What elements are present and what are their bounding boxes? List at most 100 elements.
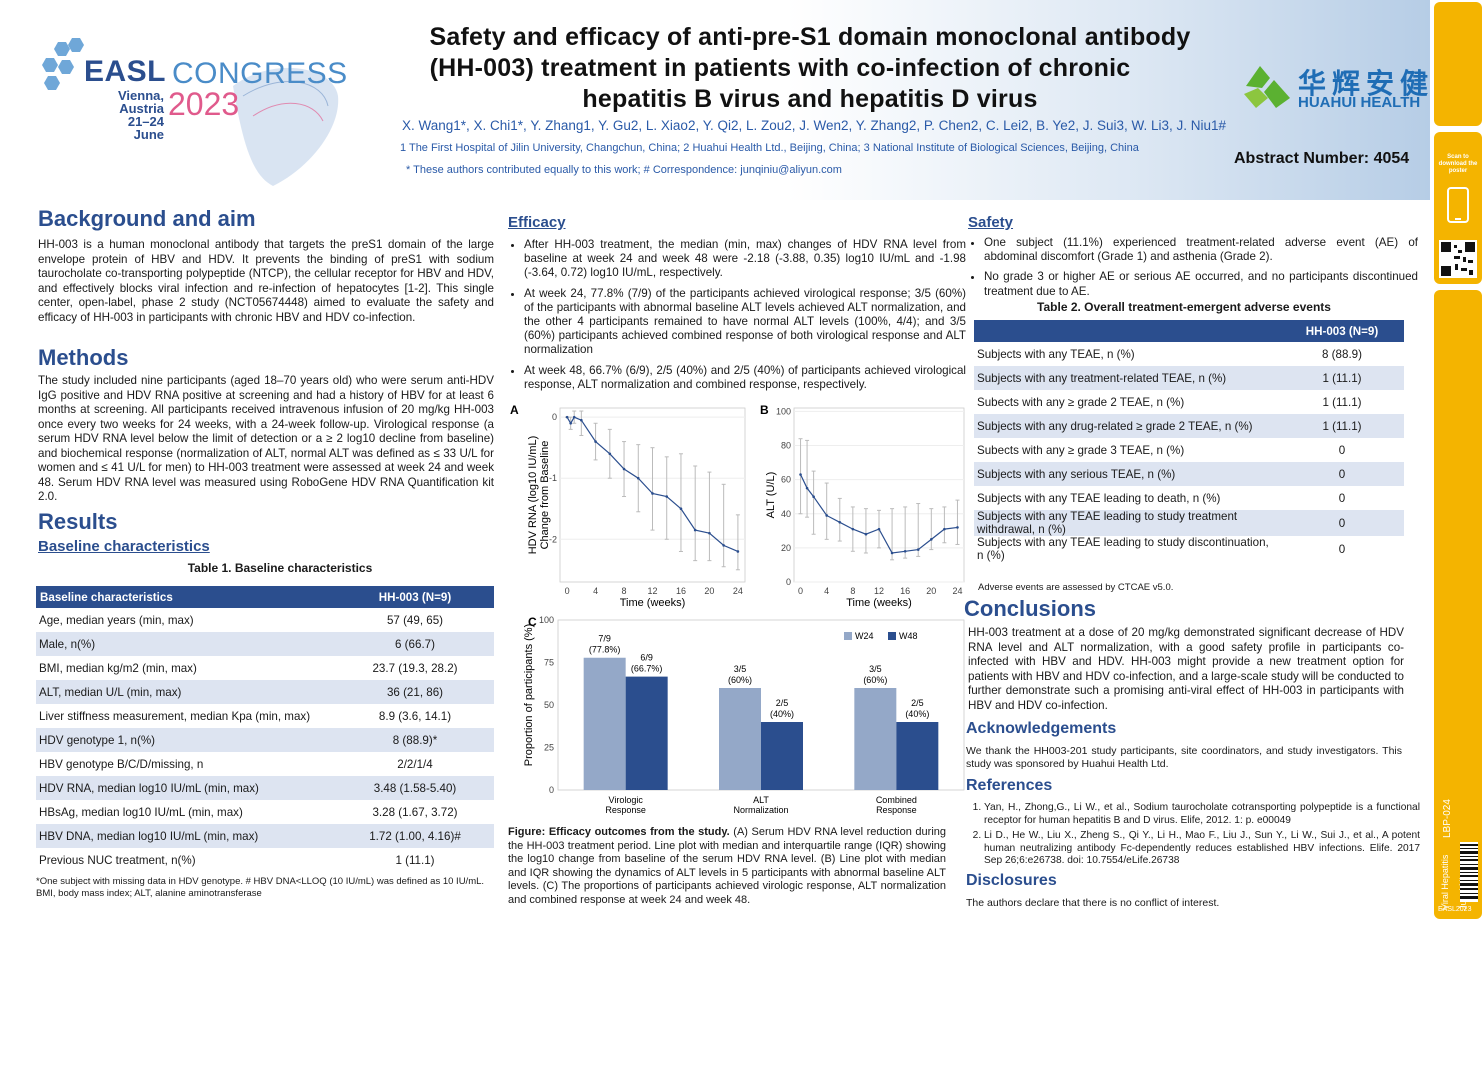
table-cell-label: Age, median years (min, max) xyxy=(36,608,336,632)
conclusions-heading: Conclusions xyxy=(964,596,1097,621)
bar-percent-label: (66.7%) xyxy=(631,664,663,674)
median-point xyxy=(722,544,725,547)
bar-w48 xyxy=(896,722,939,790)
table-cell-label: Liver stiffness measurement, median Kpa … xyxy=(36,704,336,728)
panel-label: C xyxy=(528,615,537,629)
dates-text: 21–24 June xyxy=(127,114,164,142)
median-point xyxy=(799,473,802,476)
median-point xyxy=(569,421,572,425)
chart-c-response-bars: C 0 25 50 75 100 Proportion of participants (%… xyxy=(523,615,965,815)
efficacy-bullet: After HH-003 treatment, the median (min,… xyxy=(524,238,966,281)
x-tick-label: 8 xyxy=(622,586,627,596)
baseline-subheading: Baseline characteristics xyxy=(38,538,210,555)
efficacy-bullets: After HH-003 treatment, the median (min,… xyxy=(508,238,966,398)
side-poster-id-vertical: LBP-024 xyxy=(1442,540,1456,838)
side-download-block: Scan to download the poster xyxy=(1434,132,1482,284)
y-tick-label: -2 xyxy=(549,534,557,544)
x-tick-label: 16 xyxy=(900,586,910,596)
adverse-events-table: HH-003 (N=9) Subjects with any TEAE, n (… xyxy=(974,320,1404,562)
abstract-number: Abstract Number: 4054 xyxy=(1234,150,1410,167)
median-line xyxy=(799,474,958,554)
references-heading: References xyxy=(966,777,1053,794)
bar-count-label: 2/5 xyxy=(911,698,924,708)
table-cell-value: 57 (49, 65) xyxy=(336,608,494,632)
author-list: X. Wang1*, X. Chi1*, Y. Zhang1, Y. Gu2, … xyxy=(402,118,1227,133)
x-tick-label: 12 xyxy=(874,586,884,596)
bar-count-label: 2/5 xyxy=(776,698,789,708)
reference-item: Li D., He W., Liu X., Zheng S., Qi Y., L… xyxy=(984,830,1420,868)
y-tick-label: 60 xyxy=(781,475,791,485)
x-tick-label: 24 xyxy=(733,586,743,596)
table-cell-value: 0 xyxy=(1280,536,1404,562)
median-point xyxy=(838,520,842,524)
table-cell-value: 1.72 (1.00, 4.16)# xyxy=(336,824,494,848)
table-cell-label: BMI, median kg/m2 (min, max) xyxy=(36,656,336,680)
table-header: Baseline characteristics xyxy=(36,586,336,608)
table-header: HH-003 (N=9) xyxy=(1280,320,1404,342)
bar-w48 xyxy=(625,676,668,790)
bar-percent-label: (40%) xyxy=(770,709,794,719)
table-row: HBsAg, median log10 IU/mL (min, max) 3.28… xyxy=(36,800,494,824)
table1-note: *One subject with missing data in HDV ge… xyxy=(36,876,485,899)
table-row: Age, median years (min, max) 57 (49, 65) xyxy=(36,608,494,632)
bar-w24 xyxy=(583,657,626,790)
figure-caption-title: Figure: Efficacy outcomes from the study… xyxy=(508,826,730,838)
y-tick-label: 50 xyxy=(544,700,554,710)
sponsor-name-cn: 华辉安健 xyxy=(1298,68,1435,99)
side-poster-id: LBP-024 xyxy=(1442,799,1453,838)
table-row: HDV genotype 1, n(%) 8 (88.9)* xyxy=(36,728,494,752)
table-row: HBV DNA, median log10 IU/mL (min, max) 1.… xyxy=(36,824,494,848)
median-point xyxy=(890,551,894,555)
background-heading: Background and aim xyxy=(38,206,256,231)
legend-label: W48 xyxy=(899,631,918,641)
table-cell-value: 1 (11.1) xyxy=(1280,390,1404,414)
title-line: Safety and efficacy of anti-pre-S1 domai… xyxy=(429,23,1191,51)
table-row: Liver stiffness measurement, median Kpa … xyxy=(36,704,494,728)
efficacy-bullet: At week 48, 66.7% (6/9), 2/5 (40%) and 2… xyxy=(524,364,966,392)
table-cell-label: HBV DNA, median log10 IU/mL (min, max) xyxy=(36,824,336,848)
table-cell-label: Subjects with any TEAE leading to study … xyxy=(974,536,1280,562)
table-cell-label: HDV RNA, median log10 IU/mL (min, max) xyxy=(36,776,336,800)
x-category-label: Response xyxy=(605,805,646,815)
table-cell-label: HDV genotype 1, n(%) xyxy=(36,728,336,752)
plot-panel xyxy=(793,407,965,583)
table-row: HDV RNA, median log10 IU/mL (min, max) 3.… xyxy=(36,776,494,800)
table-row: Subjects with any drug-related ≥ grade 2… xyxy=(974,414,1404,438)
table-cell-value: 36 (21, 86) xyxy=(336,680,494,704)
safety-bullet: One subject (11.1%) experienced treatmen… xyxy=(984,236,1418,264)
median-point xyxy=(565,415,569,419)
x-tick-label: 4 xyxy=(824,586,829,596)
x-category-label: Response xyxy=(876,805,917,815)
legend-label: W24 xyxy=(855,631,874,641)
x-category-label: ALT xyxy=(753,795,769,805)
median-point xyxy=(812,495,815,499)
congress-year: 2023 xyxy=(168,86,240,122)
median-point xyxy=(608,452,612,456)
table2-note: Adverse events are assessed by CTCAE v5.… xyxy=(978,582,1174,593)
y-axis-label: Change from Baseline xyxy=(539,441,551,550)
panel-label: A xyxy=(510,403,519,417)
median-point xyxy=(916,548,920,551)
disclosures-text: The authors declare that there is no con… xyxy=(966,897,1220,909)
x-tick-label: 24 xyxy=(952,586,962,596)
table-cell-value: 0 xyxy=(1280,438,1404,462)
table-row: Subects with any ≥ grade 3 TEAE, n (%) 0 xyxy=(974,438,1404,462)
chart-a-hdv-rna: A 0 -1 -2 0 4 8 12 16 20 24 Time (weeks) HDV RNA (lo… xyxy=(510,403,746,609)
table-cell-value: 8.9 (3.6, 14.1) xyxy=(336,704,494,728)
qr-code-icon[interactable] xyxy=(1439,240,1477,278)
huahui-logo-icon xyxy=(1244,66,1290,108)
title-line: (HH-003) treatment in patients with co-i… xyxy=(429,54,1131,82)
x-tick-label: 20 xyxy=(926,586,936,596)
legend-swatch xyxy=(888,632,896,640)
congress-location: Vienna, Austria 21–24 June xyxy=(98,89,164,141)
bar-count-label: 3/5 xyxy=(734,664,747,674)
congress-wordmark: CONGRESS xyxy=(172,57,348,90)
y-tick-label: 100 xyxy=(539,615,554,625)
y-tick-label: 80 xyxy=(781,441,791,451)
table-cell-value: 0 xyxy=(1280,510,1404,536)
x-tick-label: 20 xyxy=(704,586,714,596)
reference-item: Yan, H., Zhong,G., Li W., et al., Sodium… xyxy=(984,802,1420,827)
table-cell-label: Subjects with any TEAE leading to death,… xyxy=(974,486,1280,510)
side-strip: Scan to download the poster Viral Hepati… xyxy=(1432,0,1484,1090)
x-tick-label: 4 xyxy=(593,586,598,596)
